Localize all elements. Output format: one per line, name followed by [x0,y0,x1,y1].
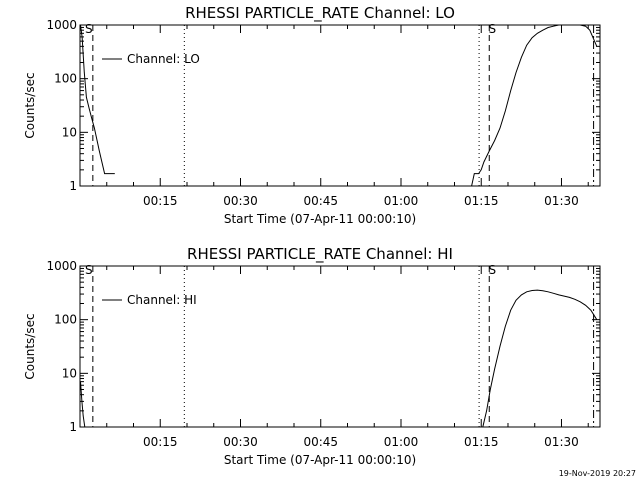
event-marker-label: S [85,263,93,277]
data-series-line-1 [80,24,115,175]
x-axis-label: Start Time (07-Apr-11 00:00:10) [224,453,416,467]
x-tick-label: 00:30 [223,194,258,208]
y-axis-label: Counts/sec [23,72,37,138]
x-axis-label: Start Time (07-Apr-11 00:00:10) [224,212,416,226]
y-tick-label: 100 [54,72,77,86]
event-marker-label: S [488,263,496,277]
x-tick-label: 00:45 [303,435,338,449]
data-series-line-1 [80,381,86,428]
data-series-line-2 [482,289,598,428]
chart-title: RHESSI PARTICLE_RATE Channel: HI [187,245,453,264]
y-tick-label: 1 [69,420,77,434]
x-tick-label: 01:00 [384,435,419,449]
y-axis-label: Counts/sec [23,313,37,379]
event-marker-label: S [488,22,496,36]
plot-frame [79,24,601,187]
plot-frame [79,265,601,428]
x-tick-label: 01:15 [464,194,499,208]
chart-panel-lo: RHESSI PARTICLE_RATE Channel: LO 1 10 100 10… [23,4,601,226]
x-tick-label: 00:15 [143,435,178,449]
data-series-line-2 [463,24,598,187]
y-tick-label: 100 [54,313,77,327]
x-tick-label: 00:30 [223,435,258,449]
x-tick-label: 01:00 [384,194,419,208]
y-tick-label: 10 [62,125,77,139]
y-tick-label: 1 [69,179,77,193]
y-tick-label: 1000 [46,259,77,273]
chart-panel-hi: RHESSI PARTICLE_RATE Channel: HI 1 10 100 10… [23,245,601,467]
legend-label: Channel: LO [127,52,200,66]
legend-label: Channel: HI [127,293,197,307]
y-tick-label: 10 [62,366,77,380]
event-marker-label: S [85,22,93,36]
footer-date-stamp: 19-Nov-2019 20:27 [559,469,636,478]
x-tick-label: 01:15 [464,435,499,449]
y-tick-label: 1000 [46,18,77,32]
chart-title: RHESSI PARTICLE_RATE Channel: LO [185,4,455,23]
x-tick-label: 01:30 [544,194,579,208]
x-tick-label: 00:45 [303,194,338,208]
x-tick-label: 00:15 [143,194,178,208]
x-tick-label: 01:30 [544,435,579,449]
